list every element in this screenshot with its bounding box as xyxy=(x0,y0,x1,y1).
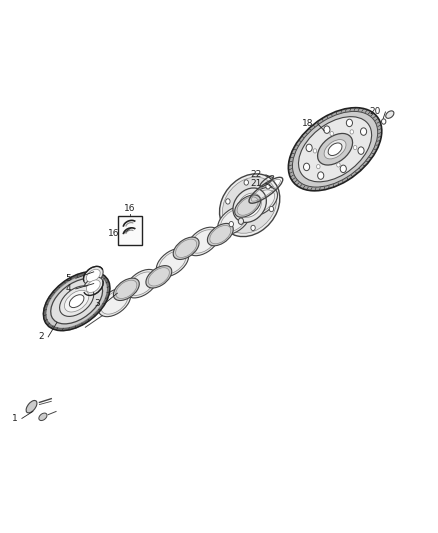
Ellipse shape xyxy=(126,269,158,298)
Circle shape xyxy=(337,163,340,167)
Ellipse shape xyxy=(299,117,371,182)
Ellipse shape xyxy=(173,237,199,260)
Text: 4: 4 xyxy=(66,285,71,293)
Ellipse shape xyxy=(248,190,275,213)
Text: 18: 18 xyxy=(302,119,313,128)
Ellipse shape xyxy=(64,290,89,312)
Text: 1: 1 xyxy=(12,414,18,423)
Ellipse shape xyxy=(159,251,186,274)
Circle shape xyxy=(330,132,333,136)
Circle shape xyxy=(304,163,310,171)
Circle shape xyxy=(244,180,248,185)
Ellipse shape xyxy=(84,277,103,295)
Circle shape xyxy=(269,206,274,212)
Circle shape xyxy=(317,165,320,169)
Ellipse shape xyxy=(43,272,110,330)
Circle shape xyxy=(318,172,324,179)
Ellipse shape xyxy=(238,193,261,217)
Ellipse shape xyxy=(210,225,231,244)
Ellipse shape xyxy=(245,187,278,216)
Ellipse shape xyxy=(233,188,266,222)
Bar xyxy=(118,215,142,245)
Ellipse shape xyxy=(190,230,217,253)
Ellipse shape xyxy=(98,288,131,317)
Circle shape xyxy=(346,119,353,127)
Ellipse shape xyxy=(223,177,277,233)
Ellipse shape xyxy=(324,140,346,159)
Ellipse shape xyxy=(39,413,47,421)
Text: 22: 22 xyxy=(250,171,261,179)
Ellipse shape xyxy=(26,400,37,413)
Ellipse shape xyxy=(293,111,378,187)
Ellipse shape xyxy=(46,273,107,329)
Ellipse shape xyxy=(86,280,100,293)
Text: 2: 2 xyxy=(38,333,44,341)
Circle shape xyxy=(358,147,364,155)
Ellipse shape xyxy=(176,239,197,257)
Ellipse shape xyxy=(116,280,137,298)
Ellipse shape xyxy=(223,185,268,232)
Ellipse shape xyxy=(235,195,261,217)
Circle shape xyxy=(266,184,270,189)
Ellipse shape xyxy=(237,197,258,215)
Text: 20: 20 xyxy=(370,108,381,116)
Ellipse shape xyxy=(218,206,250,235)
Circle shape xyxy=(229,221,233,227)
Ellipse shape xyxy=(51,278,102,324)
Text: 5: 5 xyxy=(66,274,71,282)
Ellipse shape xyxy=(84,266,103,285)
Text: 16: 16 xyxy=(124,204,136,213)
Text: 21: 21 xyxy=(250,179,261,188)
Ellipse shape xyxy=(69,295,84,308)
Ellipse shape xyxy=(187,227,219,256)
Circle shape xyxy=(306,144,312,151)
Ellipse shape xyxy=(221,208,247,232)
Circle shape xyxy=(251,225,255,231)
Circle shape xyxy=(340,165,346,173)
Ellipse shape xyxy=(101,290,128,314)
Circle shape xyxy=(313,149,317,153)
Circle shape xyxy=(226,199,230,204)
Circle shape xyxy=(381,119,386,124)
Ellipse shape xyxy=(386,111,394,118)
Ellipse shape xyxy=(148,268,170,286)
Text: 3: 3 xyxy=(94,300,100,308)
Circle shape xyxy=(324,126,330,133)
Ellipse shape xyxy=(288,108,382,191)
Ellipse shape xyxy=(328,143,342,156)
Ellipse shape xyxy=(128,272,155,295)
Ellipse shape xyxy=(113,278,139,301)
Ellipse shape xyxy=(207,223,233,246)
Text: 16: 16 xyxy=(108,229,119,238)
Ellipse shape xyxy=(60,286,94,317)
Ellipse shape xyxy=(86,269,100,282)
Circle shape xyxy=(238,218,244,224)
Ellipse shape xyxy=(318,133,353,165)
Ellipse shape xyxy=(219,174,280,237)
Circle shape xyxy=(360,128,367,135)
Ellipse shape xyxy=(146,265,172,288)
Circle shape xyxy=(353,146,357,150)
Ellipse shape xyxy=(156,248,189,277)
Circle shape xyxy=(350,130,353,134)
